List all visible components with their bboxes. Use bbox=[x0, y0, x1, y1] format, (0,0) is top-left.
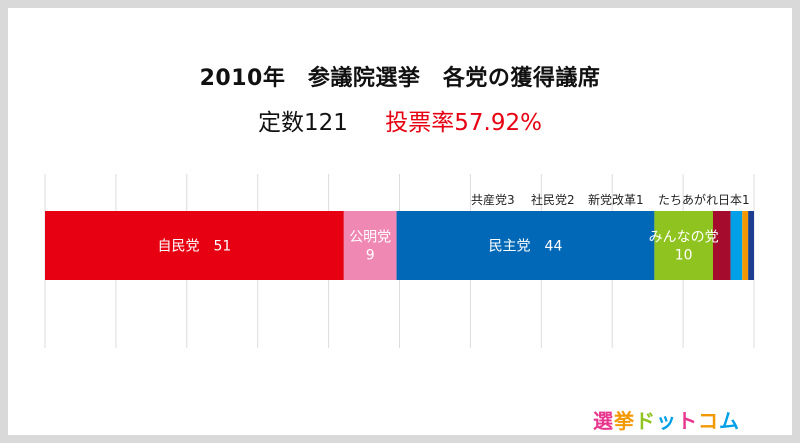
logo-char: コ bbox=[698, 409, 719, 433]
chart-frame: 2010年 参議院選挙 各党の獲得議席 定数121 投票率57.92% 自民党 … bbox=[8, 8, 792, 435]
seats-label: 定数121 bbox=[258, 110, 348, 136]
logo-char: ド bbox=[635, 409, 656, 433]
logo-char: ッ bbox=[656, 409, 677, 433]
logo-char: 挙 bbox=[614, 409, 635, 433]
site-logo: 選挙ドットコム bbox=[593, 405, 740, 434]
bar-segment bbox=[748, 211, 754, 280]
turnout-label: 投票率57.92% bbox=[385, 110, 542, 136]
bar-segment bbox=[712, 211, 731, 280]
data-label: 自民党 51 bbox=[158, 239, 232, 255]
chart-subtitle: 定数121 投票率57.92% bbox=[8, 103, 792, 137]
data-label: 9 bbox=[366, 248, 375, 264]
data-label: 社民党2 bbox=[531, 192, 575, 207]
data-label: 共産党3 bbox=[471, 192, 515, 207]
seat-bar-chart: 自民党 51 公明党 9 民主党 44 みんなの党 10 共産党3 社民党2 新党改革1 たちあが… bbox=[44, 174, 755, 348]
bar-segment bbox=[45, 211, 344, 280]
bar-segment bbox=[396, 211, 655, 280]
data-label: 公明党 bbox=[349, 230, 391, 246]
logo-char: ト bbox=[677, 409, 698, 433]
logo-char: ム bbox=[719, 409, 740, 433]
chart-title: 2010年 参議院選挙 各党の獲得議席 bbox=[199, 66, 601, 91]
data-label: みんなの党 bbox=[649, 230, 719, 246]
data-label: たちあがれ日本1 bbox=[658, 192, 750, 207]
bar-segment bbox=[654, 211, 713, 280]
data-label: 10 bbox=[675, 248, 693, 264]
data-label: 民主党 44 bbox=[489, 239, 563, 255]
logo-char: 選 bbox=[593, 409, 614, 433]
bar-segment bbox=[343, 211, 397, 280]
data-label: 新党改革1 bbox=[588, 192, 644, 207]
bar-segment bbox=[730, 211, 743, 280]
bar-segment bbox=[742, 211, 749, 280]
